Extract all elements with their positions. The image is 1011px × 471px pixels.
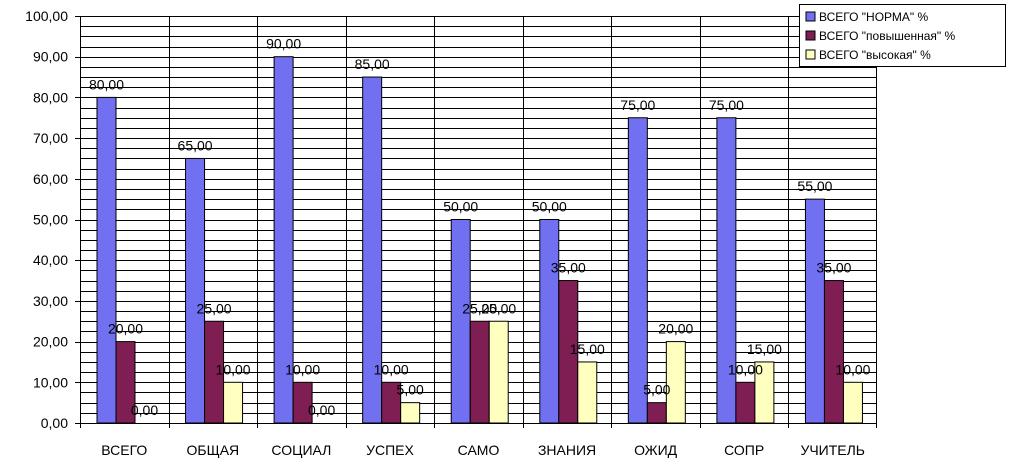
bar [400, 402, 421, 424]
bar [96, 96, 117, 424]
bar [823, 280, 844, 424]
data-label: 55,00 [797, 178, 832, 194]
data-label: 35,00 [551, 260, 586, 276]
data-label: 50,00 [443, 199, 478, 215]
x-tick-label: ВСЕГО [101, 442, 147, 458]
y-tick-label: 100,00 [25, 8, 68, 24]
bar [558, 280, 579, 424]
bar [627, 117, 648, 424]
bar [577, 361, 598, 424]
data-label: 85,00 [355, 56, 390, 72]
y-tick-label: 80,00 [33, 89, 68, 105]
y-tick-label: 0,00 [41, 415, 68, 431]
data-label: 15,00 [747, 341, 782, 357]
bar [469, 320, 490, 424]
y-tick-label: 20,00 [33, 334, 68, 350]
data-label: 65,00 [178, 137, 213, 153]
data-label: 0,00 [308, 402, 335, 418]
data-label: 10,00 [835, 361, 870, 377]
data-label: 5,00 [397, 382, 424, 398]
y-tick-label: 30,00 [33, 293, 68, 309]
data-label: 35,00 [816, 260, 851, 276]
y-tick-label: 40,00 [33, 252, 68, 268]
legend-box [799, 4, 1006, 67]
data-label: 10,00 [374, 361, 409, 377]
data-label: 25,00 [481, 300, 516, 316]
bar [716, 117, 737, 424]
bar [292, 381, 313, 424]
bar [362, 76, 383, 424]
data-label: 10,00 [285, 361, 320, 377]
data-label: 25,00 [462, 300, 497, 316]
bars [96, 56, 863, 424]
data-label: 15,00 [570, 341, 605, 357]
data-label: 0,00 [131, 402, 158, 418]
x-tick-label: УСПЕХ [366, 442, 414, 458]
x-tick-label: САМО [458, 442, 500, 458]
legend-swatch [805, 30, 816, 41]
bar [735, 381, 756, 424]
y-tick-label: 10,00 [33, 374, 68, 390]
y-tick-label: 90,00 [33, 49, 68, 65]
bar [450, 219, 471, 424]
y-tick-label: 60,00 [33, 171, 68, 187]
legend: ВСЕГО "НОРМА" % ВСЕГО "повышенная" % ВСЕГО… [799, 4, 1006, 67]
x-tick-label: СОЦИАЛ [271, 442, 331, 458]
legend-swatch [805, 49, 816, 60]
data-label: 10,00 [728, 361, 763, 377]
bar [646, 402, 667, 424]
data-labels: 80,00 65,00 90,00 85,00 50,00 50,00 75,00 75,00… [89, 36, 871, 418]
bar [185, 157, 206, 424]
data-label: 20,00 [658, 321, 693, 337]
data-label: 25,00 [197, 300, 232, 316]
bar [488, 320, 509, 424]
x-tick-label: СОПР [724, 442, 764, 458]
bar [804, 198, 825, 424]
bar [665, 341, 686, 424]
y-tick-label: 50,00 [33, 212, 68, 228]
bar [754, 361, 775, 424]
data-label: 5,00 [643, 382, 670, 398]
axes: 0,00 10,00 20,00 30,00 40,00 50,00 60,00 70,00 8… [25, 8, 877, 458]
bar [204, 320, 225, 424]
data-label: 50,00 [532, 199, 567, 215]
data-label: 75,00 [709, 97, 744, 113]
x-tick-label: ОБЩАЯ [187, 442, 240, 458]
legend-swatch [805, 11, 816, 22]
legend-label: ВСЕГО "высокая" % [819, 48, 931, 62]
y-tick-label: 70,00 [33, 130, 68, 146]
x-tick-label: ЗНАНИЯ [538, 442, 596, 458]
x-tick-label: ОЖИД [634, 442, 678, 458]
bar [842, 381, 863, 424]
bar [115, 341, 136, 424]
data-label: 90,00 [266, 36, 301, 52]
bar [273, 56, 294, 424]
x-tick-label: УЧИТЕЛЬ [800, 442, 865, 458]
data-label: 75,00 [620, 97, 655, 113]
legend-label: ВСЕГО "НОРМА" % [819, 10, 928, 24]
bar [539, 219, 560, 424]
data-label: 20,00 [108, 321, 143, 337]
legend-label: ВСЕГО "повышенная" % [819, 29, 956, 43]
data-label: 80,00 [89, 76, 124, 92]
bar [223, 381, 244, 424]
data-label: 10,00 [216, 361, 251, 377]
